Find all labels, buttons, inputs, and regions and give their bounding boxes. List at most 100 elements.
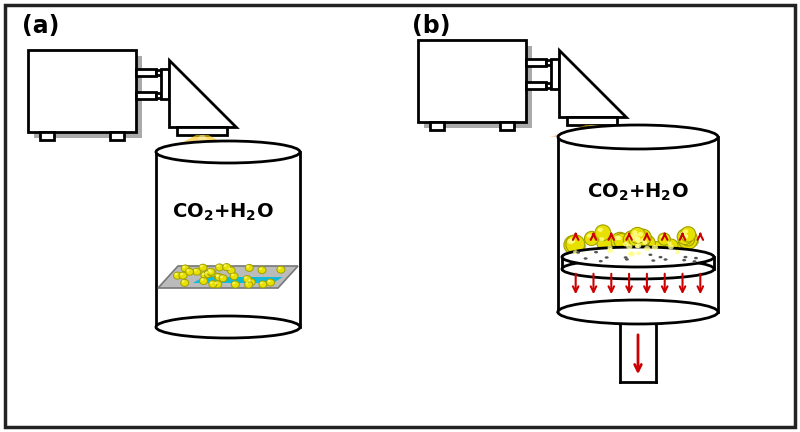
Ellipse shape: [207, 268, 215, 275]
Bar: [161, 69, 169, 99]
Ellipse shape: [639, 240, 657, 251]
Ellipse shape: [632, 240, 650, 258]
Ellipse shape: [214, 282, 218, 284]
Ellipse shape: [665, 241, 682, 259]
Ellipse shape: [680, 236, 699, 248]
Ellipse shape: [682, 259, 686, 261]
Ellipse shape: [214, 273, 222, 280]
Ellipse shape: [623, 241, 642, 260]
Ellipse shape: [564, 235, 583, 254]
Ellipse shape: [209, 270, 212, 273]
Ellipse shape: [666, 244, 679, 251]
Ellipse shape: [174, 272, 182, 279]
Ellipse shape: [635, 229, 651, 245]
Ellipse shape: [694, 257, 698, 259]
Ellipse shape: [650, 247, 669, 259]
Bar: [558, 137, 718, 312]
Bar: [156, 152, 300, 327]
Ellipse shape: [681, 227, 696, 242]
Ellipse shape: [243, 276, 251, 283]
Ellipse shape: [636, 251, 641, 255]
Ellipse shape: [572, 253, 586, 261]
Ellipse shape: [199, 277, 207, 285]
Ellipse shape: [626, 244, 633, 249]
Bar: [110, 132, 124, 140]
Ellipse shape: [634, 249, 649, 264]
Ellipse shape: [247, 279, 255, 286]
Ellipse shape: [202, 273, 205, 275]
Ellipse shape: [638, 232, 643, 236]
Ellipse shape: [209, 281, 217, 288]
Ellipse shape: [665, 239, 678, 252]
Ellipse shape: [573, 250, 578, 254]
Ellipse shape: [186, 268, 194, 275]
Ellipse shape: [594, 251, 598, 254]
Ellipse shape: [683, 237, 696, 245]
Ellipse shape: [607, 246, 613, 250]
Ellipse shape: [277, 266, 285, 273]
Ellipse shape: [231, 273, 234, 276]
Ellipse shape: [182, 280, 185, 283]
Ellipse shape: [585, 232, 598, 245]
Ellipse shape: [598, 240, 614, 249]
Ellipse shape: [227, 267, 235, 274]
Ellipse shape: [595, 225, 610, 241]
Ellipse shape: [558, 125, 718, 149]
Ellipse shape: [632, 230, 638, 235]
Ellipse shape: [558, 300, 718, 324]
Ellipse shape: [652, 245, 658, 250]
Ellipse shape: [605, 243, 620, 258]
Bar: [28, 50, 136, 132]
Ellipse shape: [649, 241, 667, 260]
Ellipse shape: [562, 259, 714, 279]
Ellipse shape: [642, 248, 661, 260]
Text: $\mathbf{CO_2{+}H_2O}$: $\mathbf{CO_2{+}H_2O}$: [172, 201, 274, 222]
Ellipse shape: [666, 247, 684, 257]
Ellipse shape: [567, 241, 586, 252]
Ellipse shape: [635, 245, 639, 248]
Ellipse shape: [615, 238, 631, 248]
Polygon shape: [158, 266, 298, 288]
Ellipse shape: [228, 267, 231, 270]
Ellipse shape: [224, 264, 226, 267]
Ellipse shape: [604, 245, 622, 264]
Bar: [177, 127, 227, 135]
Polygon shape: [228, 277, 283, 283]
Ellipse shape: [259, 267, 262, 270]
Bar: [546, 83, 551, 88]
Bar: [546, 60, 551, 65]
Ellipse shape: [630, 251, 634, 255]
Ellipse shape: [634, 236, 639, 241]
Bar: [418, 40, 526, 122]
Ellipse shape: [562, 247, 714, 267]
Ellipse shape: [623, 231, 642, 249]
Ellipse shape: [220, 276, 223, 278]
Bar: [156, 93, 161, 98]
Ellipse shape: [625, 258, 629, 260]
Ellipse shape: [215, 274, 218, 276]
Ellipse shape: [267, 280, 270, 282]
Ellipse shape: [683, 256, 687, 258]
Text: (b): (b): [412, 14, 450, 38]
Ellipse shape: [634, 237, 648, 251]
Ellipse shape: [658, 256, 662, 258]
Ellipse shape: [668, 245, 674, 249]
Ellipse shape: [626, 254, 646, 266]
Ellipse shape: [180, 273, 183, 275]
Ellipse shape: [567, 239, 574, 244]
Ellipse shape: [258, 267, 266, 273]
Ellipse shape: [583, 257, 587, 260]
Ellipse shape: [245, 281, 253, 288]
Ellipse shape: [663, 258, 667, 261]
Ellipse shape: [630, 227, 646, 244]
Ellipse shape: [200, 265, 203, 267]
Ellipse shape: [205, 271, 208, 274]
Ellipse shape: [631, 234, 647, 250]
Ellipse shape: [215, 274, 223, 281]
Ellipse shape: [244, 276, 247, 279]
Bar: [551, 59, 559, 89]
Ellipse shape: [614, 233, 630, 249]
Polygon shape: [193, 277, 258, 283]
Ellipse shape: [672, 247, 688, 263]
Ellipse shape: [570, 238, 575, 243]
